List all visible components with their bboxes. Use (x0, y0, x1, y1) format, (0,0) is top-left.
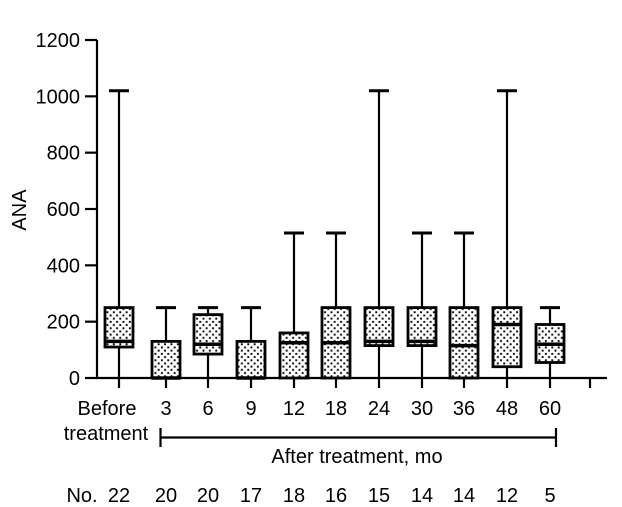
box-48 (491, 89, 523, 378)
x-label-before-line1: Before (78, 398, 137, 420)
y-tick-label: 1000 (36, 86, 81, 108)
box-24 (363, 89, 395, 378)
x-tick-label: 9 (245, 398, 256, 420)
n-row-label: No. (66, 485, 97, 507)
iqr-box (278, 331, 310, 380)
iqr-box (363, 306, 395, 348)
y-tick-label: 200 (47, 312, 80, 334)
x-axis-group-title: After treatment, mo (271, 446, 442, 468)
x-tick-label: 12 (283, 398, 305, 420)
iqr-box (235, 339, 267, 380)
n-value: 18 (283, 485, 305, 507)
y-tick-label: 0 (69, 368, 80, 390)
n-value: 12 (496, 485, 518, 507)
n-value: 14 (453, 485, 475, 507)
iqr-box (406, 306, 438, 348)
after-treatment-bracket (159, 428, 558, 447)
x-tick-label: 48 (496, 398, 518, 420)
x-tick-label: 24 (368, 398, 390, 420)
n-value: 22 (108, 485, 130, 507)
x-tick-label: 3 (160, 398, 171, 420)
x-tick-label: 18 (325, 398, 347, 420)
box-30 (406, 231, 438, 378)
box-3 (150, 306, 182, 380)
y-tick-label: 1200 (36, 30, 81, 52)
box-9 (235, 306, 267, 380)
y-tick-label: 400 (47, 255, 80, 277)
n-value: 17 (240, 485, 262, 507)
box-18 (320, 231, 352, 380)
box-6 (192, 306, 224, 378)
box-12 (278, 231, 310, 380)
n-value: 14 (411, 485, 433, 507)
iqr-box (491, 306, 523, 369)
n-value: 16 (325, 485, 347, 507)
iqr-box (192, 313, 224, 356)
y-tick-label: 800 (47, 143, 80, 165)
iqr-box (150, 339, 182, 380)
n-value: 20 (155, 485, 177, 507)
x-tick-label: 30 (411, 398, 433, 420)
n-value: 20 (197, 485, 219, 507)
iqr-box (448, 306, 480, 380)
n-value: 15 (368, 485, 390, 507)
x-label-before-line2: treatment (64, 423, 149, 445)
y-tick-label: 600 (47, 199, 80, 221)
box-before-treatment (103, 89, 135, 378)
x-tick-label: 6 (202, 398, 213, 420)
box-60 (534, 306, 566, 378)
axes-spine (95, 40, 607, 380)
y-axis-title: ANA (9, 189, 31, 231)
box-36 (448, 231, 480, 380)
x-tick-label: 36 (453, 398, 475, 420)
n-value: 5 (544, 485, 555, 507)
x-tick-label: 60 (539, 398, 561, 420)
